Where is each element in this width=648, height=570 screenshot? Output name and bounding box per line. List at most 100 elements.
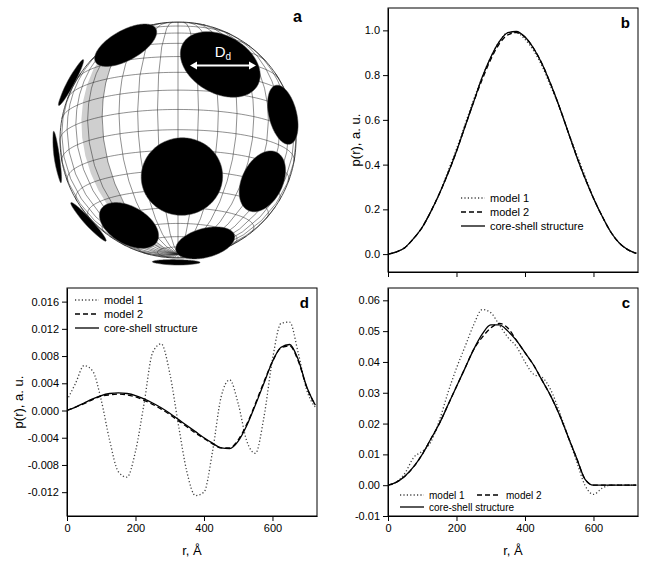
y-tick-label: 0.03 <box>359 387 380 399</box>
panel-letter: b <box>621 14 630 31</box>
legend-entry: model 2 <box>461 206 529 218</box>
y-tick: 0.004 <box>31 377 67 389</box>
y-tick-label: 0.0 <box>365 248 380 260</box>
sphere <box>60 22 296 258</box>
x-tick: 0 <box>64 516 70 534</box>
disk <box>180 32 260 98</box>
sphere-outline <box>60 22 296 258</box>
y-tick-mark <box>62 329 67 330</box>
legend-swatch <box>461 197 485 198</box>
x-axis <box>389 272 639 277</box>
x-tick-mark <box>525 272 526 277</box>
y-axis-line <box>67 289 68 517</box>
y-tick: -0.004 <box>28 432 67 444</box>
disk <box>152 260 200 265</box>
x-tick: 400 <box>516 516 534 534</box>
diameter-label: Dd <box>215 43 231 62</box>
legend-entry: core-shell structure <box>75 322 198 334</box>
x-tick-mark <box>456 516 457 521</box>
y-tick: 0.04 <box>359 356 388 368</box>
x-tick-mark <box>67 516 68 521</box>
x-axis: 0200400600 <box>385 516 638 534</box>
y-axis-line <box>388 289 389 517</box>
y-tick: 0.01 <box>359 448 388 460</box>
y-axis: -0.010.000.010.020.030.040.050.06 <box>355 289 389 523</box>
x-tick-label: 400 <box>516 522 534 534</box>
y-axis-title: p(r), a. u. <box>11 376 26 429</box>
disk <box>53 131 62 183</box>
y-tick: 0.000 <box>31 405 67 417</box>
x-axis: 0200400600 <box>64 516 317 534</box>
y-tick-mark <box>62 383 67 384</box>
x-axis-title: r, Å <box>182 543 202 558</box>
y-tick-label: 0.2 <box>365 203 380 215</box>
arrow-head <box>190 62 197 70</box>
disk <box>239 151 285 212</box>
legend-label: core-shell structure <box>104 322 198 334</box>
y-axis: 0.00.20.40.60.81.0 <box>365 9 389 273</box>
x-tick-mark <box>456 272 457 277</box>
x-tick: 600 <box>264 516 282 534</box>
y-tick-label: 0.00 <box>359 479 380 491</box>
y-tick-label: 0.02 <box>359 418 380 430</box>
disk <box>58 60 83 106</box>
panel: 0.00.20.40.60.81.0p(r), a. u.bmodel 1mod… <box>348 8 639 277</box>
diagram: Dda <box>53 8 302 265</box>
series-line <box>67 344 315 448</box>
x-tick-mark <box>593 516 594 521</box>
y-tick-label: 0.8 <box>365 69 380 81</box>
legend: model 1model 2core-shell structure <box>461 192 584 232</box>
y-tick: 1.0 <box>365 24 388 36</box>
y-tick-mark <box>383 516 388 517</box>
legend-label: model 2 <box>104 308 143 320</box>
y-tick-label: 0.008 <box>31 350 59 362</box>
x-tick: 200 <box>448 516 466 534</box>
y-tick-label: 1.0 <box>365 24 380 36</box>
y-tick: 0.012 <box>31 323 67 335</box>
y-tick-label: -0.008 <box>28 459 59 471</box>
y-tick-mark <box>383 120 388 121</box>
y-tick-mark <box>383 393 388 394</box>
figure-canvas: Dda0.00.20.40.60.81.0p(r), a. u.bmodel 1… <box>0 0 648 570</box>
y-tick-mark <box>383 30 388 31</box>
y-tick: 0.03 <box>359 387 388 399</box>
x-tick <box>593 272 594 277</box>
y-tick: 0.06 <box>359 294 388 306</box>
y-tick: 0.05 <box>359 325 388 337</box>
legend-entry: core-shell structure <box>461 220 584 232</box>
legend-entry: model 2 <box>75 308 143 320</box>
x-tick-mark <box>388 516 389 521</box>
panel: 0200400600-0.010.000.010.020.030.040.050… <box>355 288 639 558</box>
y-axis-title: p(r), a. u. <box>348 114 363 167</box>
y-tick-label: 0.05 <box>359 325 380 337</box>
x-tick <box>525 272 526 277</box>
y-tick-mark <box>383 331 388 332</box>
x-tick-label: 600 <box>264 522 282 534</box>
x-tick: 0 <box>385 516 391 534</box>
y-axis-line <box>388 9 389 273</box>
plot-lines <box>67 322 315 496</box>
legend-label: model 2 <box>506 490 542 501</box>
y-tick-label: 0.4 <box>365 159 380 171</box>
y-tick: 0.4 <box>365 159 388 171</box>
legend-swatch <box>461 211 485 212</box>
y-tick: 0.008 <box>31 350 67 362</box>
legend-swatch <box>400 494 424 495</box>
legend-label: core-shell structure <box>490 220 584 232</box>
legend-swatch <box>477 494 501 495</box>
plot-lines <box>388 310 636 495</box>
disk <box>268 85 299 144</box>
y-tick-mark <box>383 254 388 255</box>
disk <box>95 24 157 66</box>
plot-frame <box>67 288 317 516</box>
x-tick-label: 0 <box>385 522 391 534</box>
y-tick-mark <box>383 209 388 210</box>
x-axis-line <box>389 516 639 517</box>
series-line <box>388 310 636 495</box>
legend-swatch <box>400 506 424 507</box>
legend-label: model 2 <box>490 206 529 218</box>
y-tick-label: 0.012 <box>31 323 59 335</box>
background <box>0 0 648 570</box>
y-tick: 0.016 <box>31 296 67 308</box>
disk <box>71 203 106 242</box>
